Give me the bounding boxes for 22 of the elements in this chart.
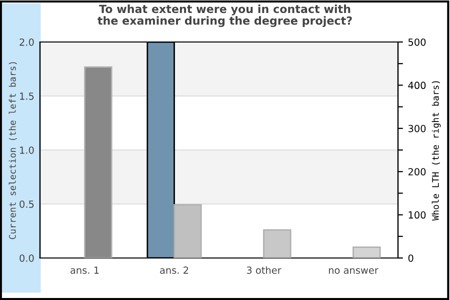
chart-title: To what extent were you in contact with the examiner during the degree project?: [98, 4, 352, 28]
y2-tick-label: 100: [408, 211, 426, 219]
x-tick-label: 3 other: [246, 266, 282, 274]
y2-tick-label: 300: [408, 124, 426, 132]
y2-axis-title: Whole LTH (the right bars): [432, 81, 441, 221]
bar: [84, 66, 112, 258]
bar: [263, 229, 292, 258]
x-tick-label: ans. 1: [70, 266, 99, 274]
y-tick-label: 1.5: [20, 92, 34, 100]
y-tick-label: 2.0: [20, 38, 34, 46]
bar: [174, 204, 202, 258]
y2-tick-label: 500: [408, 38, 426, 46]
y2-tick-label: 0: [408, 254, 414, 262]
x-tick-label: no answer: [328, 268, 378, 274]
y2-tick-label: 400: [408, 82, 426, 90]
y2-tick-label: 200: [408, 168, 426, 176]
bar: [352, 246, 381, 258]
x-tick-label: ans. 2: [160, 266, 188, 274]
y-tick-label: 1.0: [20, 146, 34, 154]
y-tick-label: 0.5: [20, 200, 34, 208]
y-tick-label: 0.0: [20, 254, 34, 262]
y-axis-title: Current selection (the left bars): [8, 62, 17, 240]
